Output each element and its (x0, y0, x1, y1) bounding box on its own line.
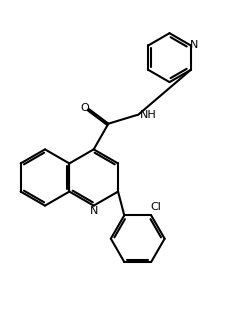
Text: Cl: Cl (150, 202, 161, 212)
Text: NH: NH (140, 110, 156, 120)
Text: O: O (80, 103, 89, 113)
Text: N: N (89, 206, 98, 216)
Text: N: N (189, 40, 197, 50)
